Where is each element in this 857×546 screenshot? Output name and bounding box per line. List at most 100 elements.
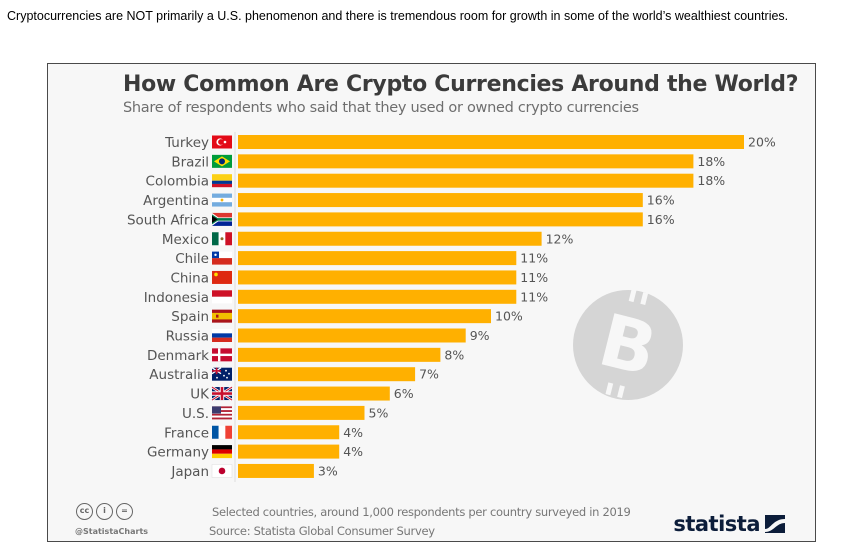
category-label: Brazil xyxy=(171,154,209,170)
bar-row: U.S. 5% xyxy=(182,405,388,422)
value-label: 12% xyxy=(546,231,574,246)
bar-row: South Africa 16% xyxy=(127,212,675,229)
value-label: 3% xyxy=(318,463,338,478)
flag-australia-icon xyxy=(211,367,232,381)
category-label: Japan xyxy=(170,464,209,480)
category-label: China xyxy=(170,270,209,286)
source-note: Source: Statista Global Consumer Survey xyxy=(209,524,435,538)
bar xyxy=(238,270,517,285)
bar xyxy=(238,154,694,169)
category-label: Chile xyxy=(175,251,209,267)
bar-chart: B Turkey 20% Brazil 18% Colombia 18% Argentina… xyxy=(127,132,776,482)
category-label: Spain xyxy=(171,309,209,325)
value-label: 5% xyxy=(369,405,389,420)
flag-russia-icon xyxy=(212,329,232,342)
flag-indonesia-icon xyxy=(212,290,232,304)
bar-row: China 11% xyxy=(170,270,548,287)
chart-subtitle: Share of respondents who said that they … xyxy=(123,100,639,116)
statista-handle: @StatistaCharts xyxy=(75,527,149,536)
cc-icon: cc xyxy=(76,503,93,520)
bar xyxy=(238,367,416,382)
bar-row: Denmark 8% xyxy=(147,347,464,364)
category-label: Colombia xyxy=(146,174,209,190)
chart-frame: How Common Are Crypto Currencies Around … xyxy=(47,63,816,542)
category-label: Mexico xyxy=(162,232,209,248)
value-label: 7% xyxy=(419,367,439,382)
attribution-icon: i xyxy=(96,503,113,520)
value-label: 18% xyxy=(697,173,725,188)
bar-row: Japan 3% xyxy=(170,463,338,480)
bar xyxy=(238,212,643,227)
category-label: UK xyxy=(190,387,210,403)
bar-row: Indonesia 11% xyxy=(144,289,549,306)
flag-mexico-icon xyxy=(212,232,232,246)
bar-row: Australia 7% xyxy=(149,367,439,384)
value-label: 16% xyxy=(647,212,675,227)
flag-japan-icon xyxy=(211,464,233,478)
value-label: 9% xyxy=(470,328,490,343)
bar-row: Chile 11% xyxy=(175,251,548,268)
bar xyxy=(238,328,466,343)
bar xyxy=(238,135,744,149)
category-label: Germany xyxy=(147,445,209,461)
category-label: Russia xyxy=(166,329,209,345)
bar-row: Spain 10% xyxy=(171,309,523,326)
flag-denmark-icon xyxy=(212,348,232,362)
flag-china-icon xyxy=(212,270,232,284)
bar-row: Brazil 18% xyxy=(171,154,725,171)
statista-logo-icon xyxy=(765,515,785,533)
bar xyxy=(238,444,340,459)
value-label: 11% xyxy=(520,251,548,266)
statista-logo: statista xyxy=(673,512,785,536)
bar xyxy=(238,289,517,304)
bar xyxy=(238,386,390,401)
bar xyxy=(238,463,314,478)
bar-row: Germany 4% xyxy=(147,444,363,461)
flag-brazil-icon xyxy=(212,154,232,168)
category-label: France xyxy=(164,425,209,441)
flag-turkey-icon xyxy=(212,135,232,149)
bar xyxy=(238,309,491,324)
flag-us-icon xyxy=(212,406,232,420)
value-label: 6% xyxy=(394,386,414,401)
bar-row: France 4% xyxy=(164,425,363,442)
flag-france-icon xyxy=(212,425,232,439)
category-label: U.S. xyxy=(182,406,209,422)
value-label: 8% xyxy=(444,347,464,362)
value-label: 16% xyxy=(647,193,675,208)
flag-colombia-icon xyxy=(212,174,232,188)
bar xyxy=(238,173,694,188)
category-label: Indonesia xyxy=(144,290,209,306)
flag-argentina-icon xyxy=(212,193,232,207)
no-derivatives-icon: = xyxy=(116,503,133,520)
bar-row: Argentina 16% xyxy=(143,193,675,210)
value-label: 18% xyxy=(697,154,725,169)
flag-spain-icon xyxy=(212,309,232,323)
flag-uk-icon xyxy=(211,385,233,402)
value-label: 4% xyxy=(343,444,363,459)
bar xyxy=(238,347,441,362)
value-label: 10% xyxy=(495,309,523,324)
bar-row: Russia 9% xyxy=(166,328,490,345)
flag-chile-icon xyxy=(212,251,232,265)
flag-south-africa-icon xyxy=(212,212,232,226)
category-label: Turkey xyxy=(164,135,209,151)
category-label: South Africa xyxy=(127,212,209,228)
bar xyxy=(238,193,643,208)
bar xyxy=(238,251,517,266)
intro-paragraph: Cryptocurrencies are NOT primarily a U.S… xyxy=(7,9,789,23)
category-label: Argentina xyxy=(143,193,209,209)
brand-name: statista xyxy=(673,512,760,536)
value-label: 4% xyxy=(343,425,363,440)
flag-germany-icon xyxy=(212,445,232,459)
chart-title: How Common Are Crypto Currencies Around … xyxy=(123,72,799,97)
bar-row: Colombia 18% xyxy=(146,173,726,190)
category-label: Australia xyxy=(149,367,209,383)
bitcoin-icon: B xyxy=(573,289,683,400)
value-label: 11% xyxy=(520,289,548,304)
category-label: Denmark xyxy=(147,348,209,364)
bar-row: Mexico 12% xyxy=(162,231,574,248)
value-label: 20% xyxy=(748,135,776,150)
bar xyxy=(238,231,542,246)
footnote: Selected countries, around 1,000 respond… xyxy=(212,505,631,519)
